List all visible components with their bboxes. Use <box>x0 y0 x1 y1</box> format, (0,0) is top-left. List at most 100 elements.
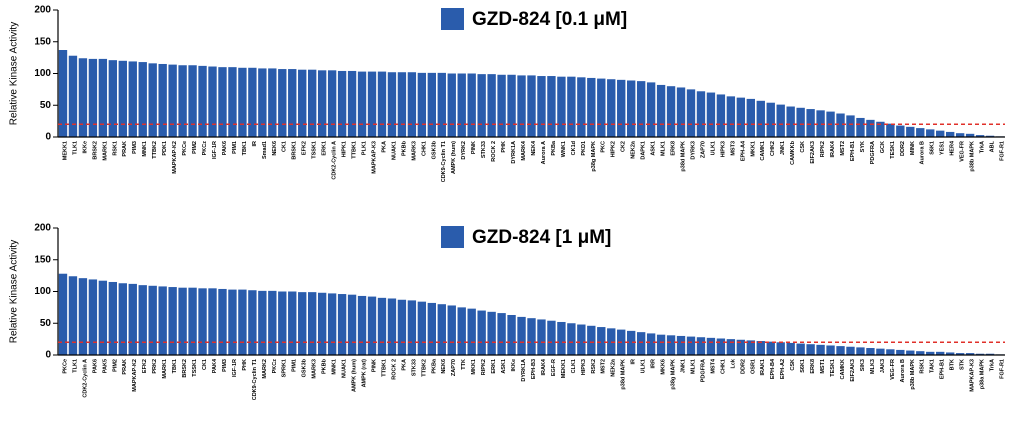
x-tick-label: PINK <box>471 141 477 154</box>
x-tick-label: IRR <box>651 359 657 369</box>
x-tick-label: TESK1 <box>830 359 836 377</box>
x-tick-label: EFK2 <box>302 141 308 155</box>
x-tick-label: MKK1 <box>471 359 477 375</box>
y-tick-label: 150 <box>34 254 51 265</box>
x-tick-label: PKBa <box>431 358 437 374</box>
x-tick-label: MINK <box>910 141 916 155</box>
bar <box>118 60 127 137</box>
x-tick-label: CHK1 <box>720 359 726 374</box>
x-tick-label: EPH-B1 <box>850 141 856 161</box>
legend-label: GZD-824 [1 μM] <box>472 227 611 248</box>
x-tick-label: MNK1 <box>332 359 338 375</box>
bar <box>477 310 486 355</box>
bar <box>168 64 177 137</box>
x-tick-label: TTBK2 <box>152 141 158 159</box>
x-tick-label: ZAP70 <box>700 141 706 158</box>
x-tick-label: CSK <box>800 141 806 153</box>
x-tick-label: MST2 <box>840 141 846 156</box>
x-tick-label: PAK4 <box>212 358 218 373</box>
x-tick-label: STK <box>960 359 966 370</box>
x-tick-label: MLK1 <box>690 359 696 374</box>
bar <box>975 353 985 355</box>
x-tick-label: TBK1 <box>242 141 248 155</box>
x-tick-label: GCK <box>880 141 886 153</box>
x-tick-label: JNK1 <box>780 141 786 155</box>
x-tick-label: IRAK1 <box>760 359 766 376</box>
y-tick-label: 0 <box>45 350 51 361</box>
bar <box>896 125 905 137</box>
bar <box>985 353 995 355</box>
x-tick-label: PKD1 <box>581 141 587 156</box>
bar <box>676 335 686 355</box>
x-tick-label: OSR1 <box>750 359 756 374</box>
x-tick-label: PKCe <box>182 141 188 156</box>
x-tick-label: TLK1 <box>72 141 78 155</box>
x-tick-label: PAK5 <box>102 359 108 373</box>
x-tick-label: PKCz <box>272 359 278 374</box>
bar <box>547 76 556 137</box>
legend-label: GZD-824 [0.1 μM] <box>472 9 627 30</box>
bar <box>916 351 925 355</box>
x-tick-label: TSSK1 <box>192 359 198 377</box>
x-tick-label: GSK3b <box>431 140 437 159</box>
x-tick-label: RIPK2 <box>481 359 487 375</box>
bar <box>766 341 775 355</box>
bar <box>397 299 407 355</box>
bar <box>646 82 656 137</box>
x-tick-label: Aurora A <box>541 141 547 164</box>
bar <box>866 119 875 137</box>
bar <box>886 123 895 137</box>
bar <box>846 115 855 137</box>
x-tick-label: MKK1 <box>750 141 756 157</box>
x-tick-label: TrkA <box>980 141 986 153</box>
x-tick-label: DYRK1A <box>511 141 517 164</box>
x-tick-label: DDR2 <box>740 359 746 374</box>
x-tick-label: TSSK1 <box>312 141 318 159</box>
x-tick-label: ERK8 <box>671 141 677 156</box>
bar <box>716 338 726 355</box>
bar <box>288 69 297 137</box>
bar <box>636 81 646 137</box>
x-tick-label: PHK <box>501 141 507 153</box>
bar <box>387 72 397 137</box>
x-tick-label: ABL <box>990 140 996 152</box>
x-tick-label: TAK1 <box>930 359 936 373</box>
bar <box>577 77 586 137</box>
bar <box>218 288 227 355</box>
x-tick-label: WNK1 <box>561 141 567 157</box>
bar <box>497 313 506 355</box>
x-tick-label: MAPKAP-K3 <box>970 359 976 392</box>
x-tick-label: NEK4 <box>531 140 537 156</box>
bar <box>577 324 586 355</box>
bar <box>68 276 78 355</box>
x-tick-label: CAMKKb <box>790 140 796 164</box>
bar <box>308 69 317 137</box>
bar <box>816 344 825 355</box>
x-tick-label: EIF2AK3 <box>850 359 856 382</box>
x-tick-label: MEKK1 <box>561 359 567 378</box>
x-tick-label: PKC <box>601 141 607 153</box>
x-tick-label: RSK2 <box>591 359 597 374</box>
bar <box>208 66 217 137</box>
bar <box>108 281 118 355</box>
bar <box>696 91 706 137</box>
x-tick-label: RSK1 <box>112 141 118 156</box>
x-tick-label: TESK1 <box>890 141 896 159</box>
bar <box>626 80 636 137</box>
bar <box>58 273 68 355</box>
bar <box>906 350 915 355</box>
bar <box>796 107 805 137</box>
x-tick-label: ULK1 <box>641 359 647 373</box>
x-tick-label: PKBb <box>401 140 407 156</box>
bar <box>726 339 736 355</box>
x-tick-label: p38d MAPK <box>621 359 627 390</box>
bar <box>906 126 915 137</box>
x-tick-label: PIM3 <box>222 359 228 372</box>
x-tick-label: PIM2 <box>112 359 118 372</box>
x-tick-label: DYRK3 <box>690 141 696 160</box>
x-tick-label: CAMKK <box>840 359 846 379</box>
x-tick-label: RIPK2 <box>820 141 826 157</box>
bar <box>447 305 456 355</box>
bar <box>128 61 137 138</box>
bar <box>337 70 347 137</box>
